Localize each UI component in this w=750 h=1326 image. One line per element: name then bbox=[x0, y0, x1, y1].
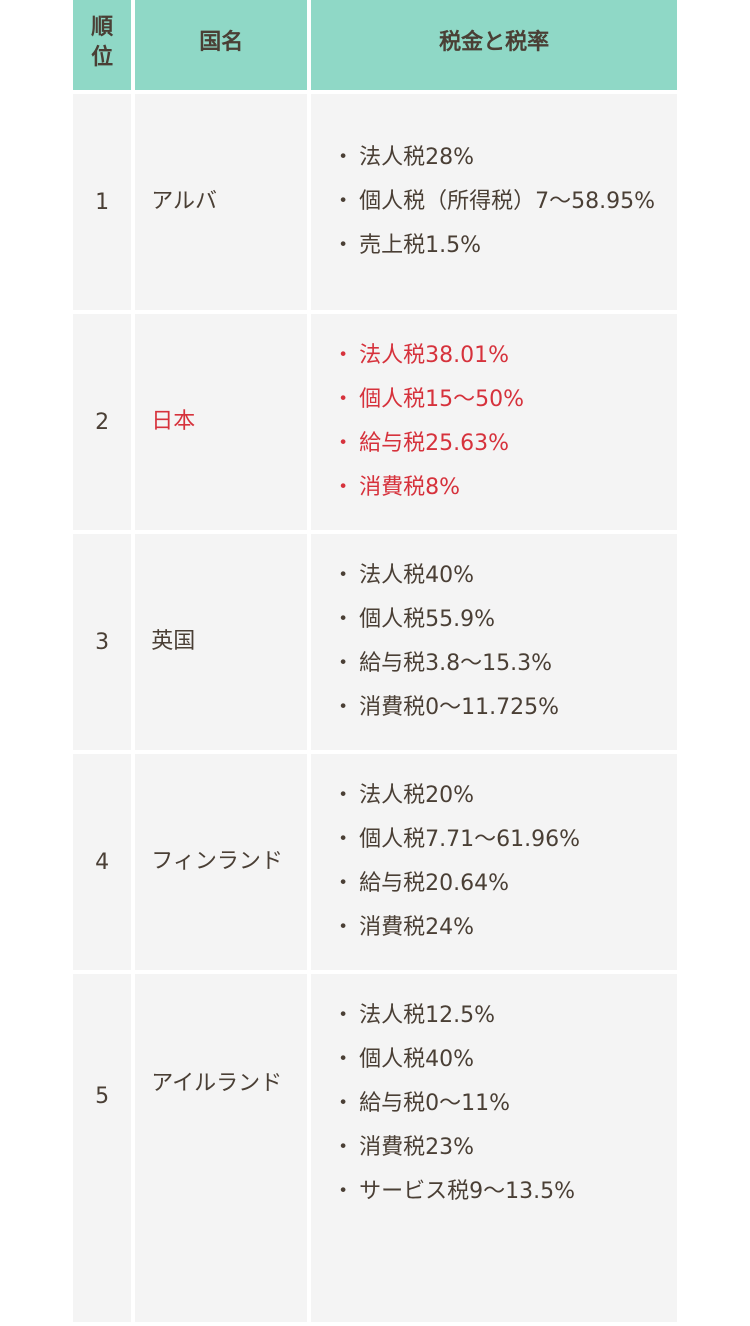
bullet-icon: ・ bbox=[332, 871, 355, 896]
table-row: 1 アルバ・法人税28% ・個人税（所得税）7〜58.95% ・売上税1.5% bbox=[73, 94, 677, 310]
rank-cell: 2 bbox=[73, 314, 132, 530]
tax-item-text: 法人税28% bbox=[359, 145, 475, 170]
tax-list: ・法人税28% ・個人税（所得税）7〜58.95% ・売上税1.5% bbox=[327, 136, 665, 268]
rank-cell: 4 bbox=[73, 754, 132, 970]
tax-list-item: ・個人税40% bbox=[327, 1038, 665, 1082]
tax-list-item: ・消費税8% bbox=[327, 466, 665, 510]
tax-item-text: 消費税8% bbox=[359, 475, 461, 500]
tax-list-item: ・個人税15〜50% bbox=[327, 378, 665, 422]
table-row: 5 アイルランド・法人税12.5% ・個人税40% ・給与税0〜11% ・消費税23% ・… bbox=[73, 974, 677, 1322]
tax-list: ・法人税12.5% ・個人税40% ・給与税0〜11% ・消費税23% ・サービス税9〜… bbox=[327, 994, 665, 1214]
bullet-icon: ・ bbox=[332, 475, 355, 500]
rank-cell: 3 bbox=[73, 534, 132, 750]
tax-item-text: 給与税3.8〜15.3% bbox=[359, 651, 553, 676]
tax-item-text: 法人税12.5% bbox=[359, 1003, 496, 1028]
tax-item-text: 消費税23% bbox=[359, 1135, 475, 1160]
country-cell: 英国 bbox=[135, 534, 308, 750]
tax-list-item: ・個人税55.9% bbox=[327, 598, 665, 642]
table-row: 4 フィンランド・法人税20% ・個人税7.71〜61.96% ・給与税20.64% ・… bbox=[73, 754, 677, 970]
tax-item-text: 給与税0〜11% bbox=[359, 1091, 511, 1116]
bullet-icon: ・ bbox=[332, 563, 355, 588]
tax-item-text: サービス税9〜13.5% bbox=[359, 1179, 576, 1204]
bullet-icon: ・ bbox=[332, 915, 355, 940]
tax-cell: ・法人税20% ・個人税7.71〜61.96% ・給与税20.64% ・消費税24% bbox=[311, 754, 677, 970]
table-row: 2 日本・法人税38.01% ・個人税15〜50% ・給与税25.63% ・消費税8% bbox=[73, 314, 677, 530]
header-rank-label: 順位 bbox=[91, 15, 114, 70]
tax-list-item: ・法人税12.5% bbox=[327, 994, 665, 1038]
tax-list-item: ・個人税（所得税）7〜58.95% bbox=[327, 180, 665, 224]
bullet-icon: ・ bbox=[332, 431, 355, 456]
bullet-icon: ・ bbox=[332, 783, 355, 808]
table-body: 1 アルバ・法人税28% ・個人税（所得税）7〜58.95% ・売上税1.5% 2 日本・… bbox=[73, 94, 677, 1322]
tax-list-item: ・消費税23% bbox=[327, 1126, 665, 1170]
bullet-icon: ・ bbox=[332, 1047, 355, 1072]
tax-list-item: ・給与税20.64% bbox=[327, 862, 665, 906]
tax-item-text: 法人税38.01% bbox=[359, 343, 510, 368]
bullet-icon: ・ bbox=[332, 695, 355, 720]
tax-item-text: 個人税15〜50% bbox=[359, 387, 525, 412]
tax-list-item: ・法人税28% bbox=[327, 136, 665, 180]
tax-list-item: ・消費税0〜11.725% bbox=[327, 686, 665, 730]
tax-ranking-table-container: 順位 国名 税金と税率 1 アルバ・法人税28% ・個人税（所得税）7〜58.95%… bbox=[73, 0, 677, 1326]
bullet-icon: ・ bbox=[332, 145, 355, 170]
tax-list: ・法人税40% ・個人税55.9% ・給与税3.8〜15.3% ・消費税0〜11.72… bbox=[327, 554, 665, 730]
tax-list-item: ・法人税38.01% bbox=[327, 334, 665, 378]
bullet-icon: ・ bbox=[332, 1135, 355, 1160]
tax-list-item: ・法人税40% bbox=[327, 554, 665, 598]
bullet-icon: ・ bbox=[332, 651, 355, 676]
tax-list: ・法人税20% ・個人税7.71〜61.96% ・給与税20.64% ・消費税24% bbox=[327, 774, 665, 950]
tax-item-text: 法人税40% bbox=[359, 563, 475, 588]
bullet-icon: ・ bbox=[332, 387, 355, 412]
header-country: 国名 bbox=[135, 0, 308, 90]
tax-list-item: ・売上税1.5% bbox=[327, 224, 665, 268]
tax-item-text: 法人税20% bbox=[359, 783, 475, 808]
bullet-icon: ・ bbox=[332, 827, 355, 852]
rank-cell: 1 bbox=[73, 94, 132, 310]
country-cell: アルバ bbox=[135, 94, 308, 310]
header-rank: 順位 bbox=[73, 0, 132, 90]
tax-list-item: ・給与税25.63% bbox=[327, 422, 665, 466]
bullet-icon: ・ bbox=[332, 1091, 355, 1116]
header-tax: 税金と税率 bbox=[311, 0, 677, 90]
table-row: 3 英国・法人税40% ・個人税55.9% ・給与税3.8〜15.3% ・消費税0〜11… bbox=[73, 534, 677, 750]
country-cell: 日本 bbox=[135, 314, 308, 530]
country-cell: フィンランド bbox=[135, 754, 308, 970]
tax-cell: ・法人税28% ・個人税（所得税）7〜58.95% ・売上税1.5% bbox=[311, 94, 677, 310]
country-cell: アイルランド bbox=[135, 974, 308, 1322]
bullet-icon: ・ bbox=[332, 1179, 355, 1204]
tax-list-item: ・給与税0〜11% bbox=[327, 1082, 665, 1126]
tax-item-text: 個人税55.9% bbox=[359, 607, 496, 632]
tax-cell: ・法人税38.01% ・個人税15〜50% ・給与税25.63% ・消費税8% bbox=[311, 314, 677, 530]
tax-item-text: 給与税20.64% bbox=[359, 871, 510, 896]
tax-cell: ・法人税12.5% ・個人税40% ・給与税0〜11% ・消費税23% ・サービス税9〜… bbox=[311, 974, 677, 1322]
tax-item-text: 給与税25.63% bbox=[359, 431, 510, 456]
tax-list: ・法人税38.01% ・個人税15〜50% ・給与税25.63% ・消費税8% bbox=[327, 334, 665, 510]
bullet-icon: ・ bbox=[332, 189, 355, 214]
table-header-row: 順位 国名 税金と税率 bbox=[73, 0, 677, 90]
tax-list-item: ・法人税20% bbox=[327, 774, 665, 818]
bullet-icon: ・ bbox=[332, 343, 355, 368]
tax-item-text: 個人税（所得税）7〜58.95% bbox=[359, 189, 656, 214]
tax-item-text: 個人税40% bbox=[359, 1047, 475, 1072]
tax-item-text: 個人税7.71〜61.96% bbox=[359, 827, 581, 852]
tax-cell: ・法人税40% ・個人税55.9% ・給与税3.8〜15.3% ・消費税0〜11.72… bbox=[311, 534, 677, 750]
bullet-icon: ・ bbox=[332, 607, 355, 632]
tax-ranking-table: 順位 国名 税金と税率 1 アルバ・法人税28% ・個人税（所得税）7〜58.95%… bbox=[69, 0, 681, 1326]
tax-list-item: ・消費税24% bbox=[327, 906, 665, 950]
rank-cell: 5 bbox=[73, 974, 132, 1322]
bullet-icon: ・ bbox=[332, 233, 355, 258]
tax-item-text: 消費税24% bbox=[359, 915, 475, 940]
tax-list-item: ・サービス税9〜13.5% bbox=[327, 1170, 665, 1214]
bullet-icon: ・ bbox=[332, 1003, 355, 1028]
tax-list-item: ・個人税7.71〜61.96% bbox=[327, 818, 665, 862]
tax-item-text: 売上税1.5% bbox=[359, 233, 482, 258]
tax-list-item: ・給与税3.8〜15.3% bbox=[327, 642, 665, 686]
tax-item-text: 消費税0〜11.725% bbox=[359, 695, 560, 720]
